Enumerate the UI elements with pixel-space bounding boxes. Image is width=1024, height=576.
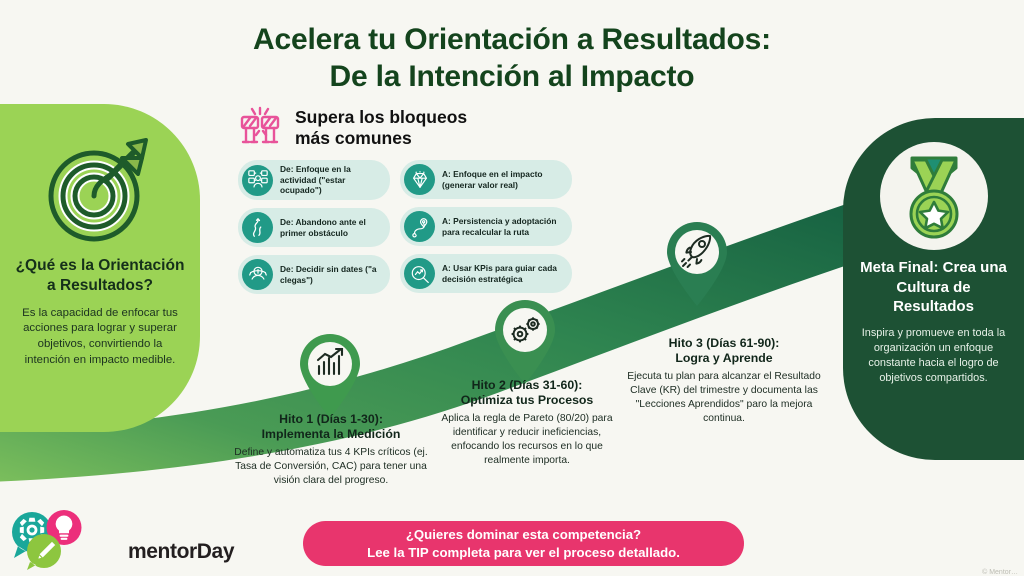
target-arrow-icon (14, 130, 186, 250)
milestone-2-title-line-1: Hito 2 (Días 31-60): (471, 378, 583, 392)
milestone-3-title-line-1: Hito 3 (Días 61-90): (668, 336, 780, 350)
title-line-2: De la Intención al Impacto (329, 59, 695, 93)
milestone-1-title-line-2: Implementa la Medición (261, 427, 401, 442)
mentorday-logo-mark (12, 510, 82, 570)
milestone-3-title-line-2: Logra y Aprende (675, 351, 773, 366)
to-chip-1[interactable]: A: Enfoque en el impacto (generar valor … (400, 160, 572, 199)
title-line-1: Acelera tu Orientación a Resultados: (253, 23, 771, 56)
definition-title: ¿Qué es la Orientación a Resultados? (15, 257, 185, 294)
winding-path-icon (242, 212, 273, 244)
milestone-3: Hito 3 (Días 61-90): Logra y Aprende Eje… (624, 336, 824, 425)
cta-line-1: ¿Quieres dominar esta competencia? (405, 527, 642, 543)
milestone-2-title-line-2: Optimiza tus Procesos (460, 393, 594, 408)
mentorday-logo-text: mentorDay (128, 540, 235, 563)
cta-line-2: Lee la TIP completa para ver el proceso … (367, 544, 680, 560)
to-chip-2[interactable]: A: Persistencia y adoptación para recalc… (400, 207, 572, 246)
page-title: Acelera tu Orientación a Resultados: De … (0, 22, 1024, 95)
milestone-2-title: Hito 2 (Días 31-60): Optimiza tus Proces… (428, 378, 626, 408)
definition-body: Es la capacidad de enfocar tus acciones … (22, 306, 178, 366)
goal-title: Meta Final: Crea una Cultura de Resultad… (860, 259, 1007, 315)
from-chip-2[interactable]: De: Abandono ante el primer obstáculo (238, 208, 390, 248)
goal-body: Inspira y promueve en toda la organizaci… (861, 326, 1006, 384)
milestone-3-title: Hito 3 (Días 61-90): Logra y Aprende (624, 336, 824, 366)
roadblock-icon (238, 104, 284, 151)
medal-icon (879, 142, 988, 250)
milestone-2: Hito 2 (Días 31-60): Optimiza tus Proces… (428, 378, 626, 467)
blockers-heading: Supera los bloqueos más comunes (238, 104, 467, 151)
definition-panel: ¿Qué es la Orientación a Resultados? Es … (0, 104, 200, 432)
blindfold-icon (242, 259, 273, 291)
from-chip-1[interactable]: De: Enfoque en la actividad ("estar ocup… (238, 160, 390, 201)
blockers-chip-grid: De: Enfoque en la actividad ("estar ocup… (238, 160, 572, 295)
to-chip-3[interactable]: A: Usar KPis para guiar cada decisión es… (400, 254, 572, 293)
route-pin-icon (404, 211, 435, 242)
to-chip-1-text: A: Enfoque en el impacto (generar valor … (442, 168, 543, 190)
from-chip-column: De: Enfoque en la actividad ("estar ocup… (238, 160, 390, 295)
from-chip-1-text: De: Enfoque en la actividad ("estar ocup… (280, 164, 351, 196)
milestone-1-title-line-1: Hito 1 (Días 1-30): (279, 412, 383, 426)
milestone-1: Hito 1 (Días 1-30): Implementa la Medici… (232, 412, 430, 488)
milestone-3-pin (661, 218, 733, 313)
diamond-icon (404, 164, 435, 195)
busy-person-tasks-icon (242, 164, 273, 196)
goal-panel: Meta Final: Crea una Cultura de Resultad… (843, 118, 1024, 460)
to-chip-2-text: A: Persistencia y adoptación para recalc… (442, 215, 557, 237)
mentorday-logo[interactable]: mentorDay (8, 508, 235, 570)
blockers-heading-line-1: Supera los bloqueos (295, 106, 468, 127)
from-chip-2-text: De: Abandono ante el primer obstáculo (280, 216, 366, 238)
cta-banner[interactable]: ¿Quieres dominar esta competencia? Lee l… (303, 521, 744, 566)
corner-note: © Mentor… (982, 569, 1018, 576)
milestone-3-body: Ejecuta tu plan para alcanzar el Resulta… (627, 371, 821, 424)
to-chip-3-text: A: Usar KPis para guiar cada decisión es… (442, 262, 557, 284)
milestone-1-body: Define y automatiza tus 4 KPIs críticos … (234, 447, 428, 486)
milestone-1-pin (294, 330, 366, 425)
milestone-2-pin (489, 296, 561, 391)
to-chip-column: A: Enfoque en el impacto (generar valor … (400, 160, 572, 294)
blockers-heading-text: Supera los bloqueos más comunes (295, 107, 467, 149)
milestone-1-title: Hito 1 (Días 1-30): Implementa la Medici… (232, 412, 430, 442)
magnifier-chart-icon (404, 258, 435, 289)
from-chip-3[interactable]: De: Decidir sin dates ("a clegas") (238, 255, 390, 295)
milestone-2-body: Aplica la regla de Pareto (80/20) para i… (441, 413, 613, 466)
blockers-heading-line-2: más comunes (295, 127, 412, 148)
from-chip-3-text: De: Decidir sin dates ("a clegas") (280, 263, 377, 285)
